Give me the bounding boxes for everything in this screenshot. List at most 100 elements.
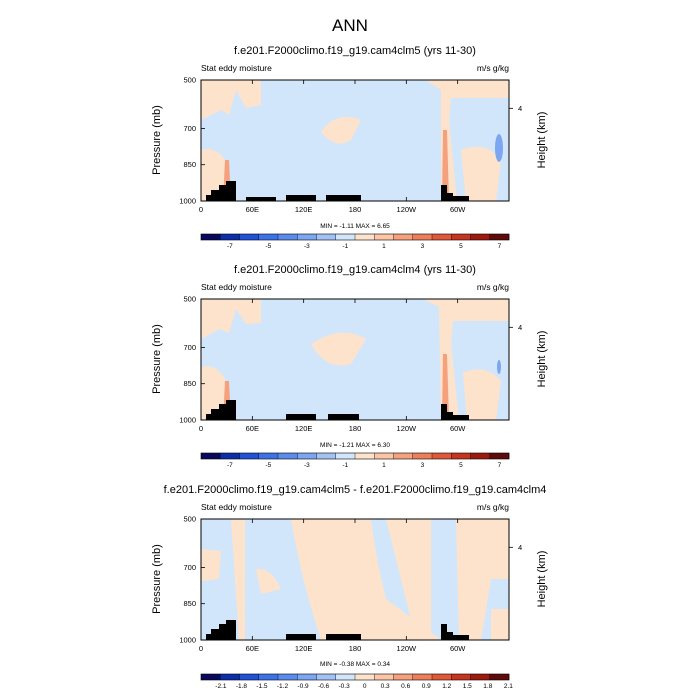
y-tick-label: 500 xyxy=(183,515,196,524)
panel-1-stats: MIN = -1.11 MAX = 6.65 xyxy=(320,223,390,230)
x-tick-label: 120E xyxy=(295,424,313,433)
panel-3-colorbar: -2.1 -1.8 -1.5 -1.2 -0.9 -0.6 -0.3 0 0.3 0.6 0.9 1.… xyxy=(200,673,513,690)
colorbar-label: 0.3 xyxy=(381,683,390,690)
colorbar-box xyxy=(201,674,221,680)
topography-mask xyxy=(286,195,316,201)
topography-mask xyxy=(246,197,276,201)
colorbar-box xyxy=(316,674,337,680)
topography-mask xyxy=(226,181,236,201)
colorbar-box xyxy=(489,453,510,459)
panel-1-ylabel: Pressure (mb) xyxy=(151,105,163,175)
colorbar-box xyxy=(489,234,510,240)
colorbar-label: 5 xyxy=(459,462,463,469)
colorbar-box xyxy=(432,674,452,680)
x-tick-label: 60E xyxy=(246,424,259,433)
colorbar-label: -2.1 xyxy=(215,683,227,690)
panel-2-colorbar: -7 -5 -3 -1 1 3 5 7 xyxy=(200,452,510,469)
field-strong-negative xyxy=(495,134,503,162)
panel-2: f.e201.F2000climo.f19_g19.cam4clm4 (yrs … xyxy=(151,264,548,469)
colorbar-box xyxy=(258,674,279,680)
panel-1-axes: 0 60E 120E 180 120W 60W 500 700 850 1000 4 xyxy=(179,76,522,215)
y-tick-label: 1000 xyxy=(179,197,196,206)
colorbar-label: 0.9 xyxy=(422,683,431,690)
colorbar-box xyxy=(451,234,471,240)
panel-3-axes: 0 60E 120E 180 120W 60W 500 700 850 1000 4 xyxy=(179,515,522,654)
field-positive-region xyxy=(321,116,361,144)
colorbar-label: -1.8 xyxy=(236,683,248,690)
topography-mask xyxy=(206,400,231,420)
colorbar-box xyxy=(470,674,491,680)
colorbar-box xyxy=(297,234,317,240)
colorbar-label: 1 xyxy=(382,462,386,469)
height-tick-label: 4 xyxy=(518,104,522,113)
panel-2-field xyxy=(201,299,509,420)
topography-mask xyxy=(226,620,236,640)
colorbar-box xyxy=(258,234,279,240)
panel-1-title: f.e201.F2000climo.f19_g19.cam4clm5 (yrs … xyxy=(234,45,476,57)
colorbar-box xyxy=(432,453,452,459)
colorbar-label: 5 xyxy=(459,243,463,250)
topography-mask xyxy=(286,414,316,420)
field-strong-positive xyxy=(442,354,449,420)
topography-mask xyxy=(441,624,469,640)
colorbar-box xyxy=(335,234,356,240)
topography-mask xyxy=(226,400,236,420)
colorbar-label: 3 xyxy=(421,243,425,250)
colorbar-label: -1 xyxy=(342,243,348,250)
colorbar-label: 0 xyxy=(363,683,367,690)
field-strong-positive xyxy=(442,130,449,201)
field-positive-region xyxy=(201,80,509,201)
colorbar-label: -7 xyxy=(227,243,233,250)
colorbar-box xyxy=(412,234,433,240)
field-positive-region xyxy=(201,299,509,420)
panel-2-title: f.e201.F2000climo.f19_g19.cam4clm4 (yrs … xyxy=(234,264,476,276)
colorbar-label: -7 xyxy=(227,462,233,469)
colorbar-box xyxy=(393,453,414,459)
colorbar-label: -0.9 xyxy=(297,683,309,690)
colorbar-box xyxy=(451,674,471,680)
panel-1: f.e201.F2000climo.f19_g19.cam4clm5 (yrs … xyxy=(151,45,548,250)
colorbar-label: 7 xyxy=(498,462,502,469)
panel-2-stats: MIN = -1.21 MAX = 6.30 xyxy=(320,442,390,449)
height-tick-label: 4 xyxy=(518,543,522,552)
field-positive-region xyxy=(231,519,245,640)
field-positive-region xyxy=(463,369,501,420)
panel-3-ylabel-right: Height (km) xyxy=(536,551,548,608)
colorbar-box xyxy=(489,674,510,680)
colorbar-label: 2.1 xyxy=(504,683,513,690)
field-positive-region xyxy=(461,146,501,201)
colorbar-label: 1.8 xyxy=(483,683,492,690)
colorbar-box xyxy=(239,674,260,680)
height-tick-label: 4 xyxy=(518,323,522,332)
panel-3-title: f.e201.F2000climo.f19_g19.cam4clm5 - f.e… xyxy=(164,484,547,496)
colorbar-label: -1.2 xyxy=(277,683,289,690)
field-positive-region xyxy=(456,519,509,640)
topography-mask xyxy=(206,620,231,640)
colorbar-label: 3 xyxy=(421,462,425,469)
colorbar-box xyxy=(258,453,279,459)
colorbar-box xyxy=(220,674,240,680)
y-tick-label: 700 xyxy=(183,124,196,133)
x-tick-label: 120E xyxy=(295,644,313,653)
colorbar-box xyxy=(278,234,298,240)
panel-3-field xyxy=(201,519,509,640)
field-positive-region xyxy=(201,549,221,581)
panel-1-left-label: Stat eddy moisture xyxy=(201,63,272,73)
panel-2-left-label: Stat eddy moisture xyxy=(201,282,272,292)
panel-1-plot: 0 60E 120E 180 120W 60W 500 700 850 1000 4 xyxy=(179,76,522,215)
colorbar-label: 1.2 xyxy=(442,683,451,690)
colorbar-label: -1.5 xyxy=(256,683,268,690)
panel-2-right-label: m/s g/kg xyxy=(477,282,509,292)
colorbar-box xyxy=(374,674,394,680)
topography-mask xyxy=(326,195,361,201)
colorbar-box xyxy=(278,453,298,459)
colorbar-box xyxy=(355,674,375,680)
colorbar-box xyxy=(432,234,452,240)
x-tick-label: 0 xyxy=(199,205,203,214)
panel-2-ylabel: Pressure (mb) xyxy=(151,324,163,394)
colorbar-box xyxy=(470,453,491,459)
x-tick-label: 60W xyxy=(450,424,466,433)
colorbar-box xyxy=(393,674,414,680)
panel-1-topography xyxy=(206,181,469,201)
y-tick-label: 700 xyxy=(183,343,196,352)
